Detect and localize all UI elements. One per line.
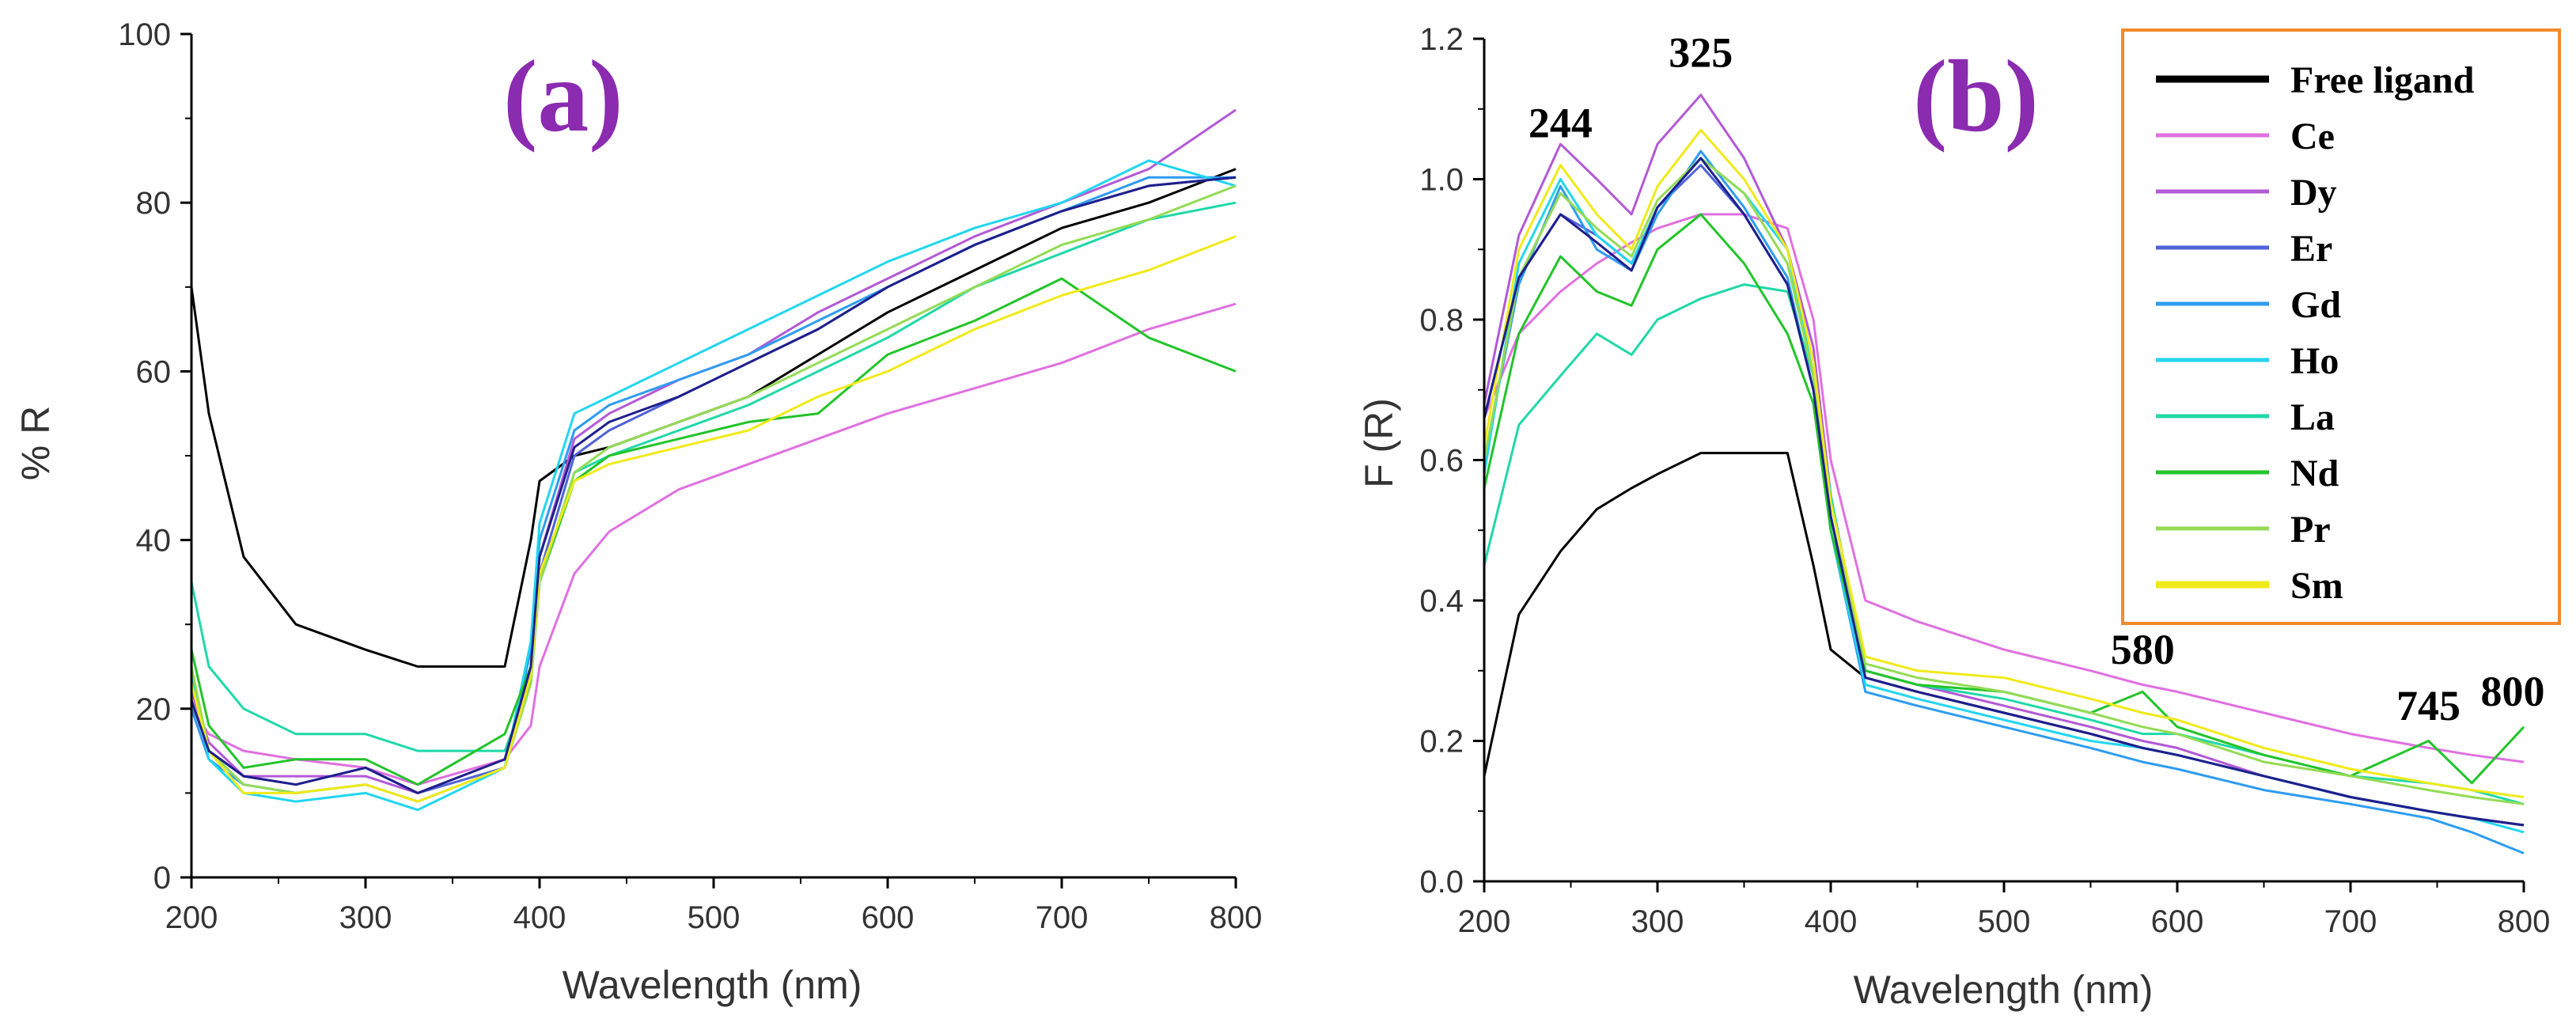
panel-a-x-tick-label: 500 <box>688 900 741 935</box>
panel-b-y-tick-label: 0.0 <box>1419 865 1464 900</box>
panel-b-tick-layer: 200 300 400 500 600 700 800 0.0 0.2 0.4 0.6 0.8 1.0 1… <box>1419 22 2550 939</box>
legend-label-gd: Gd <box>2290 284 2341 326</box>
panel-b-series-navy <box>1483 157 2525 827</box>
panel-a-x-tick-label: 300 <box>339 900 392 935</box>
panel-b-x-tick-label: 500 <box>1978 904 2031 939</box>
peak-label-745: 745 <box>2396 682 2460 729</box>
legend-label-sm: Sm <box>2290 565 2343 607</box>
panel-a-y-tick-label: 20 <box>136 692 172 727</box>
panel-b-y-tick-label: 0.8 <box>1419 303 1464 338</box>
panel-b-x-axis-label: Wavelength (nm) <box>1854 968 2154 1012</box>
panel-b-y-tick-label: 1.0 <box>1419 163 1464 198</box>
panel-b-x-tick-label: 700 <box>2324 904 2377 939</box>
legend-label-ho: Ho <box>2290 340 2339 382</box>
panel-a-y-tick-label: 80 <box>136 186 172 221</box>
peak-label-325: 325 <box>1669 29 1733 77</box>
panel-b-y-axis-label: F (R) <box>1357 398 1401 488</box>
panel-a-x-tick-label: 800 <box>1210 900 1263 935</box>
panel-a-y-axis-label: % R <box>13 406 58 480</box>
panel-b-y-tick-label: 1.2 <box>1419 22 1464 57</box>
legend-entries: Free ligand Ce Dy Er Gd Ho La Nd Pr Sm <box>2156 59 2475 607</box>
panel-a-x-axis-label: Wavelength (nm) <box>563 963 862 1007</box>
panel-b-label: (b) <box>1913 40 2039 153</box>
panel-a-label: (a) <box>503 40 623 153</box>
legend-label-dy: Dy <box>2290 172 2337 214</box>
panel-b-series-sm <box>1483 128 2525 798</box>
panel-b-series-pr <box>1483 157 2525 805</box>
panel-a-y-tick-label: 0 <box>153 861 171 896</box>
panel-a-series-layer <box>190 108 1237 812</box>
legend: Free ligand Ce Dy Er Gd Ho La Nd Pr Sm <box>2121 28 2561 625</box>
legend-label-nd: Nd <box>2290 453 2339 494</box>
panel-b-chart: 200 300 400 500 600 700 800 0.0 0.2 0.4 0.6 0.8 1.0 1… <box>1357 22 2561 1012</box>
panel-a-y-tick-label: 40 <box>136 524 172 559</box>
panel-b-x-tick-label: 300 <box>1631 904 1684 939</box>
panel-b-x-tick-label: 200 <box>1458 904 1511 939</box>
panel-a-series-sm <box>190 235 1237 803</box>
legend-label-la: La <box>2290 396 2335 438</box>
panel-a-x-tick-label: 600 <box>862 900 915 935</box>
legend-label-pr: Pr <box>2290 509 2331 551</box>
panel-b-x-tick-label: 800 <box>2498 904 2551 939</box>
peak-label-800: 800 <box>2481 668 2545 715</box>
panel-b-y-tick-label: 0.2 <box>1419 725 1464 760</box>
panel-a-x-tick-label: 700 <box>1036 900 1089 935</box>
peak-label-580: 580 <box>2111 626 2175 673</box>
panel-a-tick-layer: 200 300 400 500 600 700 800 0 20 40 60 80 100 <box>118 17 1262 935</box>
legend-label-free-ligand: Free ligand <box>2290 59 2475 101</box>
panel-a-series-ho <box>190 159 1237 812</box>
panel-b-x-tick-label: 400 <box>1805 904 1858 939</box>
peak-label-244: 244 <box>1529 99 1593 146</box>
panel-b-annotation-layer: 244 325 580 745 800 <box>1529 29 2545 729</box>
legend-label-ce: Ce <box>2290 116 2335 157</box>
panel-a-x-tick-label: 400 <box>513 900 566 935</box>
legend-label-er: Er <box>2290 228 2332 270</box>
panel-a-y-tick-label: 100 <box>118 17 171 52</box>
panel-a-series-dy <box>190 108 1237 794</box>
panel-a-chart: 200 300 400 500 600 700 800 0 20 40 60 80 100 (a) Wa… <box>13 17 1262 1007</box>
panel-b-x-tick-label: 600 <box>2151 904 2204 939</box>
panel-a-x-tick-label: 200 <box>165 900 218 935</box>
panel-a-y-tick-label: 60 <box>136 354 172 389</box>
panel-b-series-layer <box>1483 93 2525 854</box>
panel-b-series-ce <box>1483 213 2525 763</box>
panel-a-series-navy <box>190 176 1237 794</box>
panel-b-y-tick-label: 0.4 <box>1419 584 1464 619</box>
legend-box <box>2121 28 2561 625</box>
panel-b-y-tick-label: 0.6 <box>1419 444 1464 479</box>
